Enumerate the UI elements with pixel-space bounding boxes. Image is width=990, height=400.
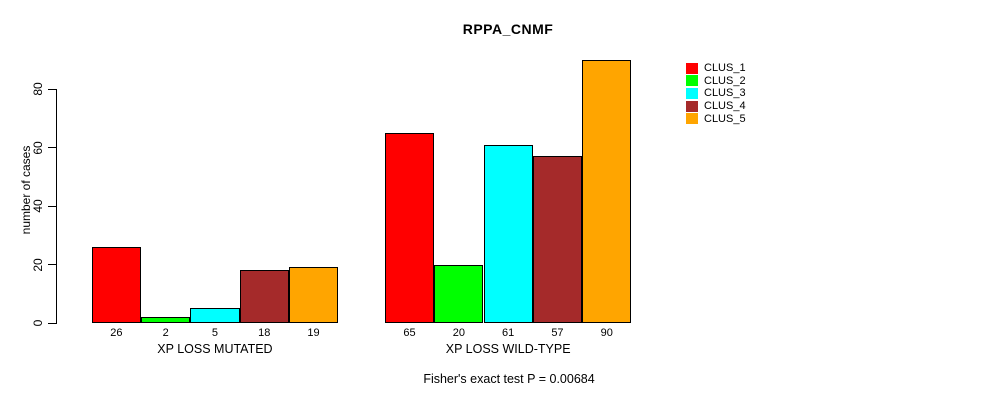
y-tick-label: 40	[31, 199, 45, 213]
legend-item: CLUS_2	[686, 75, 746, 87]
y-tick-label: 20	[31, 257, 45, 272]
bar-CLUS_5	[288, 267, 339, 323]
legend-swatch-CLUS_3	[686, 87, 698, 99]
bar-CLUS_4	[239, 270, 289, 323]
legend-label: CLUS_2	[704, 74, 746, 87]
legend-item: CLUS_3	[686, 87, 746, 99]
group-label: XP LOSS WILD-TYPE	[445, 342, 571, 356]
legend-swatch-CLUS_2	[686, 75, 698, 87]
bar-value-label: 19	[307, 327, 320, 339]
y-tick-mark	[48, 205, 56, 207]
legend-item: CLUS_5	[686, 113, 746, 125]
bar-CLUS_1	[384, 132, 435, 323]
legend-swatch-CLUS_4	[686, 100, 698, 112]
bar-CLUS_2	[434, 264, 484, 323]
legend-swatch-CLUS_5	[686, 113, 698, 125]
y-tick-label: 0	[31, 319, 45, 327]
bar-value-label: 57	[551, 327, 564, 339]
bar-value-label: 5	[211, 327, 218, 339]
bar-CLUS_3	[190, 308, 240, 323]
legend-swatch-CLUS_1	[686, 62, 698, 74]
legend-label: CLUS_3	[704, 87, 746, 100]
y-tick-label: 60	[31, 140, 45, 155]
bar-CLUS_2	[141, 317, 191, 323]
bar-value-label: 65	[403, 327, 416, 339]
y-tick-mark	[48, 88, 56, 90]
y-tick-mark	[48, 147, 56, 148]
bar-CLUS_4	[532, 156, 583, 323]
y-tick-mark	[48, 264, 56, 265]
bar-value-label: 90	[600, 327, 613, 339]
bar-value-label: 18	[258, 327, 271, 339]
bar-CLUS_1	[91, 246, 141, 323]
stat-test-note: Fisher's exact test P = 0.00684	[423, 372, 595, 386]
legend-item: CLUS_4	[686, 100, 746, 112]
bar-value-label: 61	[502, 327, 515, 339]
bar-value-label: 26	[110, 327, 123, 339]
legend: CLUS_1 CLUS_2 CLUS_3 CLUS_4 CLUS_5	[686, 62, 806, 132]
y-tick-mark	[48, 322, 56, 324]
chart-title: RPPA_CNMF	[462, 21, 554, 37]
y-tick-label: 80	[31, 82, 45, 96]
bar-CLUS_5	[582, 59, 632, 323]
y-axis-line	[56, 89, 57, 324]
bar-CLUS_3	[483, 144, 533, 323]
group-label: XP LOSS MUTATED	[157, 342, 273, 356]
legend-item: CLUS_1	[686, 62, 746, 74]
legend-label: CLUS_1	[704, 62, 746, 74]
y-axis-title: number of cases	[19, 145, 33, 235]
bar-value-label: 20	[452, 327, 465, 339]
bar-value-label: 2	[162, 327, 169, 339]
legend-label: CLUS_5	[704, 112, 746, 125]
legend-label: CLUS_4	[704, 100, 746, 113]
